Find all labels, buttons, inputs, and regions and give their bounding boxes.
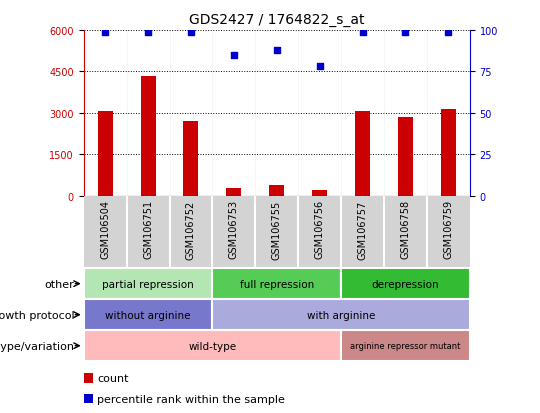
Title: GDS2427 / 1764822_s_at: GDS2427 / 1764822_s_at bbox=[189, 13, 364, 27]
Bar bbox=[355, 112, 370, 196]
Point bbox=[101, 29, 110, 36]
Bar bbox=[312, 191, 327, 196]
Text: count: count bbox=[97, 373, 129, 383]
Text: GSM106753: GSM106753 bbox=[229, 200, 239, 259]
Bar bbox=[184, 122, 199, 196]
Bar bbox=[398, 118, 413, 196]
Point bbox=[230, 52, 238, 59]
Text: GSM106755: GSM106755 bbox=[272, 200, 282, 259]
Text: GSM106504: GSM106504 bbox=[100, 200, 110, 259]
Point bbox=[444, 29, 453, 36]
Bar bbox=[441, 109, 456, 196]
Bar bbox=[84, 394, 93, 404]
Bar bbox=[269, 185, 284, 196]
Text: without arginine: without arginine bbox=[105, 310, 191, 320]
Text: growth protocol: growth protocol bbox=[0, 310, 75, 320]
Text: with arginine: with arginine bbox=[307, 310, 375, 320]
Point bbox=[315, 64, 324, 71]
Text: GSM106756: GSM106756 bbox=[315, 200, 325, 259]
Bar bbox=[226, 188, 241, 196]
Text: derepression: derepression bbox=[372, 279, 439, 289]
Text: GSM106759: GSM106759 bbox=[443, 200, 454, 259]
Text: arginine repressor mutant: arginine repressor mutant bbox=[350, 342, 461, 350]
Point bbox=[358, 29, 367, 36]
Point bbox=[144, 29, 152, 36]
Text: GSM106758: GSM106758 bbox=[401, 200, 410, 259]
Text: genotype/variation: genotype/variation bbox=[0, 341, 75, 351]
Bar bbox=[84, 373, 93, 383]
Text: GSM106757: GSM106757 bbox=[357, 200, 368, 259]
Text: partial repression: partial repression bbox=[102, 279, 194, 289]
Text: percentile rank within the sample: percentile rank within the sample bbox=[97, 394, 285, 404]
Text: other: other bbox=[45, 279, 75, 289]
Bar bbox=[98, 112, 113, 196]
Point bbox=[273, 47, 281, 54]
Text: wild-type: wild-type bbox=[188, 341, 237, 351]
Bar bbox=[140, 76, 156, 196]
Text: GSM106751: GSM106751 bbox=[143, 200, 153, 259]
Point bbox=[401, 29, 410, 36]
Text: GSM106752: GSM106752 bbox=[186, 200, 196, 259]
Point bbox=[187, 29, 195, 36]
Text: full repression: full repression bbox=[240, 279, 314, 289]
